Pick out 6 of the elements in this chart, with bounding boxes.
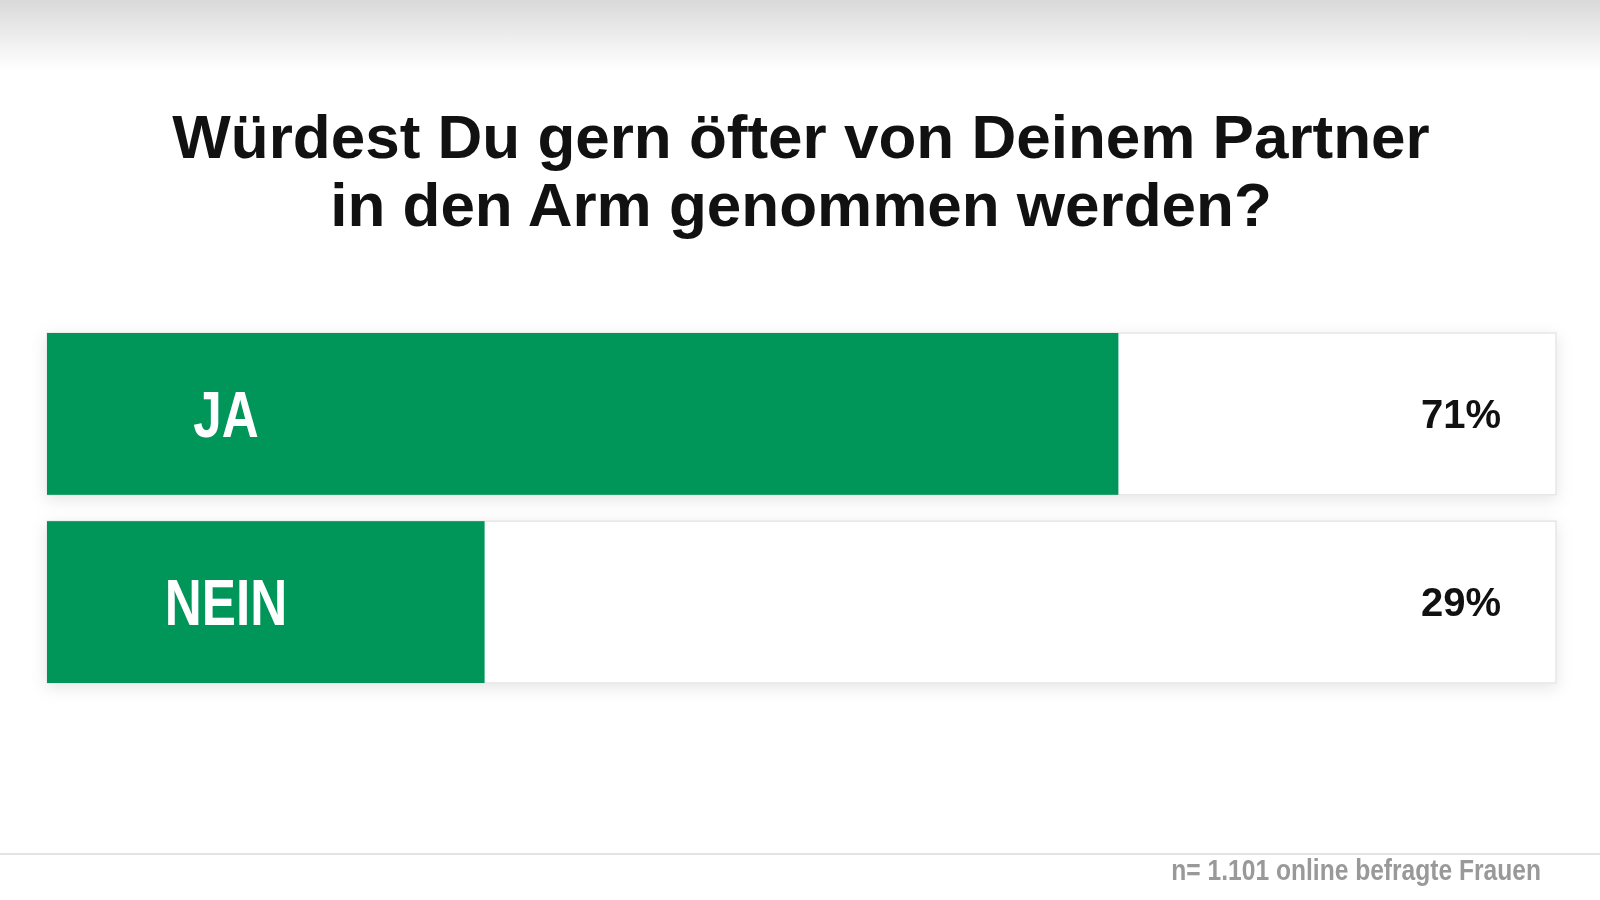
chart-title: Würdest Du gern öfter von Deinem Partner in den Arm genommen werden? xyxy=(172,102,1430,239)
y-tick-label: NEIN xyxy=(164,567,288,639)
data-label: 71% xyxy=(1420,392,1501,437)
data-label: 29% xyxy=(1420,580,1501,625)
y-tick-label: JA xyxy=(193,379,259,451)
text: n= 1.101 online befragte Frauen xyxy=(1171,852,1541,887)
